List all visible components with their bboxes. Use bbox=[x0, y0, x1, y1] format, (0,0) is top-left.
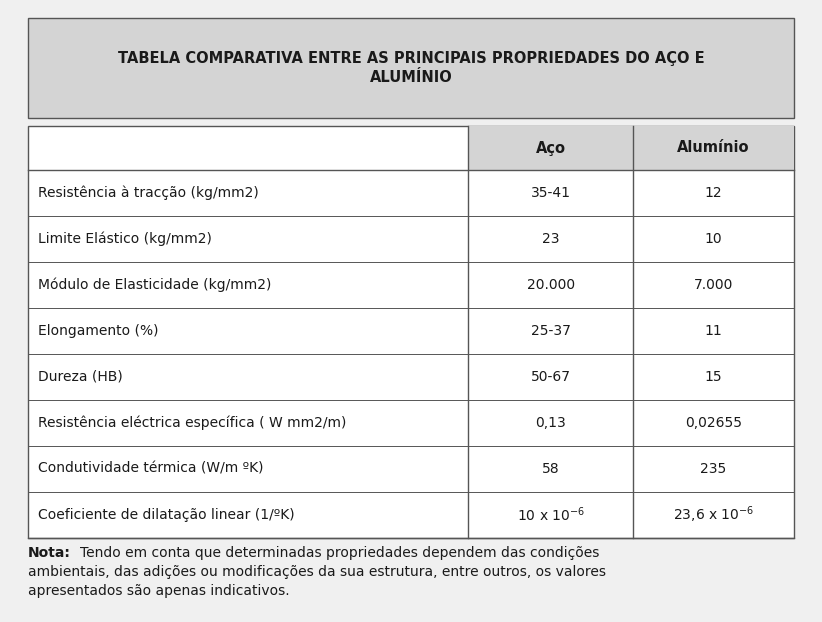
Text: 35-41: 35-41 bbox=[531, 186, 570, 200]
Text: 0,13: 0,13 bbox=[535, 416, 566, 430]
Text: 11: 11 bbox=[704, 324, 723, 338]
Bar bbox=[28, 18, 794, 118]
Text: 15: 15 bbox=[704, 370, 723, 384]
Text: Alumínio: Alumínio bbox=[677, 141, 750, 156]
Bar bbox=[633, 126, 794, 170]
Text: apresentados são apenas indicativos.: apresentados são apenas indicativos. bbox=[28, 584, 289, 598]
Text: 23: 23 bbox=[542, 232, 560, 246]
Text: Dureza (HB): Dureza (HB) bbox=[38, 370, 122, 384]
Text: Módulo de Elasticidade (kg/mm2): Módulo de Elasticidade (kg/mm2) bbox=[38, 278, 271, 292]
Text: Coeficiente de dilatação linear (1/ºK): Coeficiente de dilatação linear (1/ºK) bbox=[38, 508, 294, 522]
Text: Resistência à tracção (kg/mm2): Resistência à tracção (kg/mm2) bbox=[38, 186, 259, 200]
Text: TABELA COMPARATIVA ENTRE AS PRINCIPAIS PROPRIEDADES DO AÇO E: TABELA COMPARATIVA ENTRE AS PRINCIPAIS P… bbox=[118, 50, 704, 65]
Text: 23,6 x 10$^{-6}$: 23,6 x 10$^{-6}$ bbox=[673, 504, 755, 526]
Text: Nota:: Nota: bbox=[28, 546, 71, 560]
Text: Limite Elástico (kg/mm2): Limite Elástico (kg/mm2) bbox=[38, 232, 212, 246]
Text: Tendo em conta que determinadas propriedades dependem das condições: Tendo em conta que determinadas propried… bbox=[80, 546, 599, 560]
Text: 20.000: 20.000 bbox=[527, 278, 575, 292]
Text: 10 x 10$^{-6}$: 10 x 10$^{-6}$ bbox=[517, 506, 585, 524]
Text: Condutividade térmica (W/m ºK): Condutividade térmica (W/m ºK) bbox=[38, 462, 264, 476]
Text: 12: 12 bbox=[704, 186, 723, 200]
Text: 10: 10 bbox=[704, 232, 723, 246]
Text: Aço: Aço bbox=[536, 141, 566, 156]
Text: 25-37: 25-37 bbox=[531, 324, 570, 338]
Text: 0,02655: 0,02655 bbox=[685, 416, 742, 430]
Bar bbox=[28, 126, 794, 538]
Text: 50-67: 50-67 bbox=[531, 370, 570, 384]
Text: ambientais, das adições ou modificações da sua estrutura, entre outros, os valor: ambientais, das adições ou modificações … bbox=[28, 565, 606, 579]
Text: 7.000: 7.000 bbox=[694, 278, 733, 292]
Text: ALUMÍNIO: ALUMÍNIO bbox=[370, 70, 452, 85]
Text: Elongamento (%): Elongamento (%) bbox=[38, 324, 159, 338]
Text: 58: 58 bbox=[542, 462, 560, 476]
Text: 235: 235 bbox=[700, 462, 727, 476]
Text: Resistência eléctrica específica ( W mm2/m): Resistência eléctrica específica ( W mm2… bbox=[38, 415, 346, 430]
Bar bbox=[469, 126, 633, 170]
